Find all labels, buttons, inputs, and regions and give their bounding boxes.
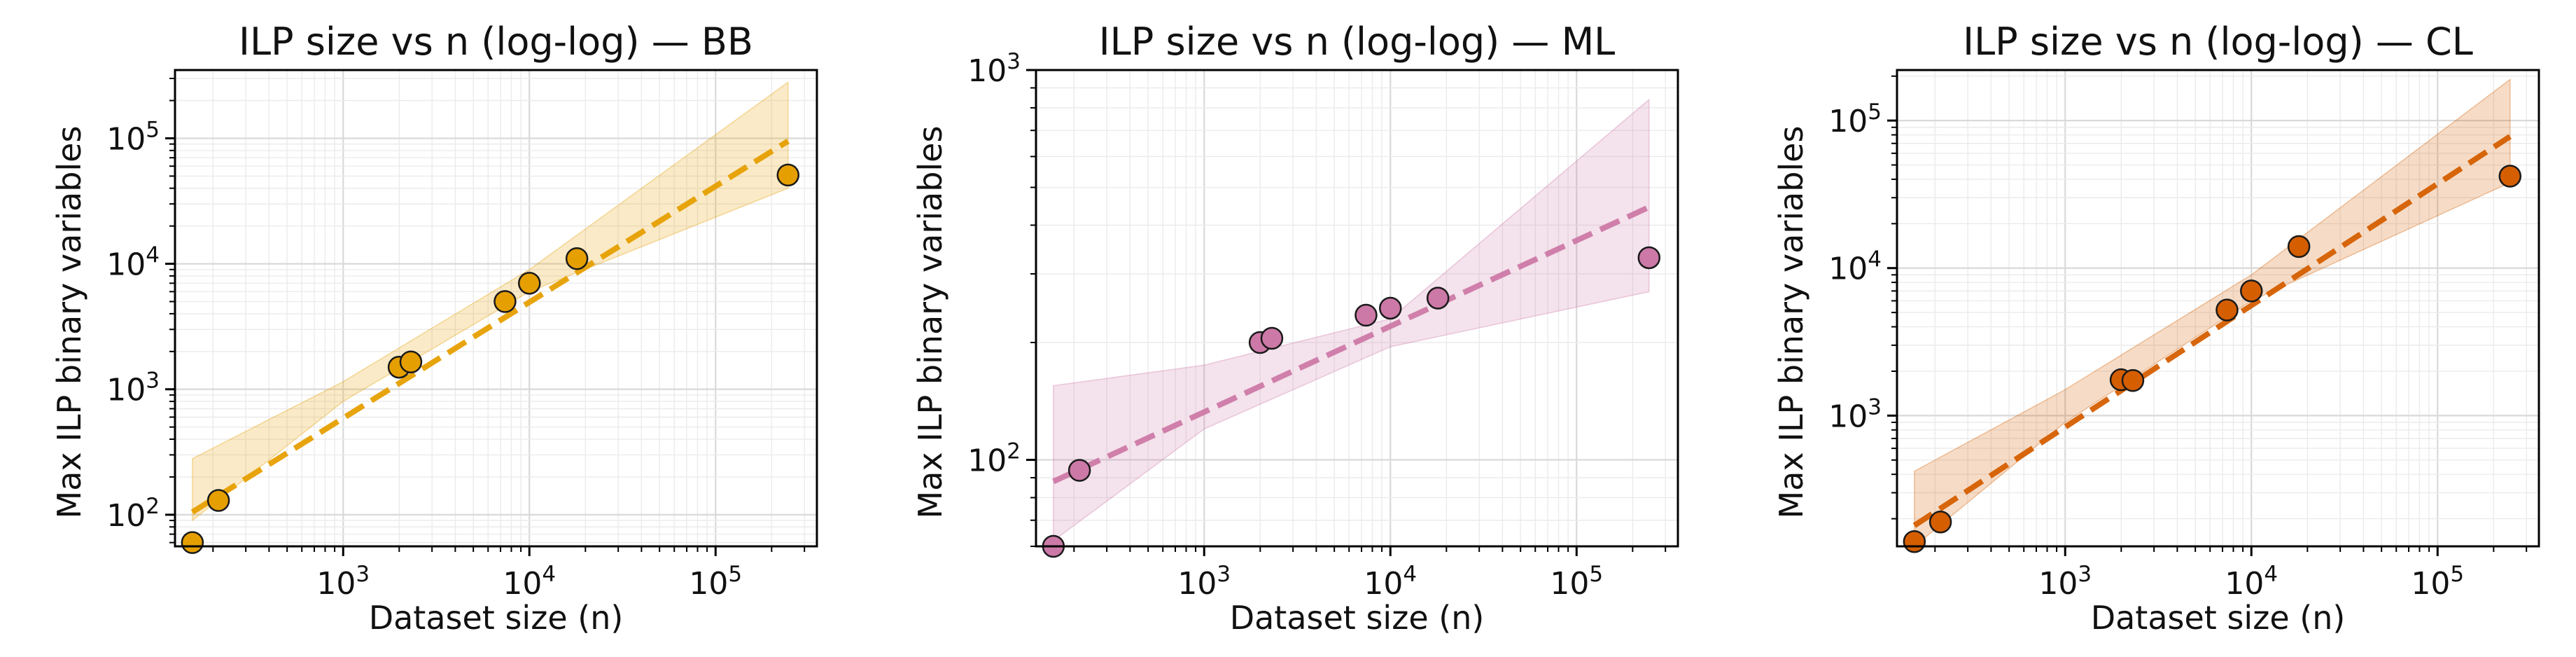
confidence-band (192, 81, 789, 522)
chart-title: ILP size vs n (log-log) — ML (1099, 20, 1616, 64)
panel-ml: 103 104 105 102 103 ILP size vs n (log-log) … (911, 20, 1679, 637)
plot-area: 103 104 105 102 103 (967, 49, 1679, 602)
x-tick-label: 104 (1364, 562, 1417, 602)
data-point (1928, 511, 1952, 534)
data-point (2240, 279, 2263, 303)
x-tick-label: 103 (316, 562, 370, 602)
fit-line (1912, 134, 2512, 528)
data-point (1903, 530, 1926, 553)
y-tick-label: 102 (967, 439, 1021, 479)
plot-area: 103 104 105 103 104 105 (1828, 69, 2540, 602)
x-tick-label: 103 (1177, 562, 1231, 602)
y-axis-label: Max ILP binary variables (1772, 126, 1810, 519)
y-tick-label: 102 (106, 494, 160, 534)
panel-cl: 103 104 105 103 104 105 ILP size vs n (log-lo… (1772, 20, 2540, 637)
data-point (776, 163, 800, 187)
y-axis-label: Max ILP binary variables (50, 126, 88, 519)
data-point (518, 272, 541, 295)
x-tick-label: 104 (503, 562, 556, 602)
data-point (2287, 235, 2311, 258)
data-point (2216, 298, 2239, 321)
x-axis-label: Dataset size (n) (2091, 599, 2346, 637)
x-tick-label: 103 (2038, 562, 2092, 602)
panel-bb: 103 104 105 102 103 104 105 ILP size vs n (log… (50, 20, 818, 637)
data-point (1379, 296, 1402, 320)
x-tick-label: 105 (2411, 562, 2464, 602)
chart-title: ILP size vs n (log-log) — CL (1963, 20, 2473, 64)
y-tick-label: 103 (967, 49, 1021, 89)
chart-title: ILP size vs n (log-log) — BB (239, 20, 753, 64)
data-point (1637, 246, 1661, 270)
y-tick-label: 103 (1828, 394, 1882, 434)
fit-line (1052, 205, 1651, 485)
y-tick-label: 105 (1828, 99, 1882, 139)
x-tick-label: 105 (1550, 562, 1603, 602)
y-tick-label: 103 (106, 368, 160, 408)
data-point (181, 531, 204, 554)
grid (175, 70, 817, 546)
axes-frame (1896, 69, 2540, 548)
plot-area: 103 104 105 102 103 104 105 (106, 69, 818, 602)
data-point (1068, 459, 1091, 482)
x-tick-label: 105 (689, 562, 742, 602)
confidence-band (1053, 98, 1650, 542)
data-point (2498, 165, 2522, 188)
grid (1897, 70, 2539, 546)
y-tick-label: 104 (106, 243, 160, 283)
axes-frame (1035, 69, 1679, 548)
y-tick-label: 105 (106, 117, 160, 157)
data-point (565, 247, 589, 270)
data-point (206, 489, 230, 512)
data-point (399, 350, 423, 374)
data-point (2121, 368, 2145, 392)
data-point (493, 290, 517, 313)
axes-frame (174, 69, 818, 548)
data-point (1260, 326, 1284, 350)
x-axis-label: Dataset size (n) (1230, 599, 1485, 637)
fit-line (190, 139, 790, 515)
y-tick-label: 104 (1828, 247, 1882, 287)
x-axis-label: Dataset size (n) (369, 599, 624, 637)
x-tick-label: 104 (2225, 562, 2278, 602)
y-axis-label: Max ILP binary variables (911, 126, 949, 519)
data-point (1354, 303, 1378, 327)
data-point (1426, 286, 1450, 310)
